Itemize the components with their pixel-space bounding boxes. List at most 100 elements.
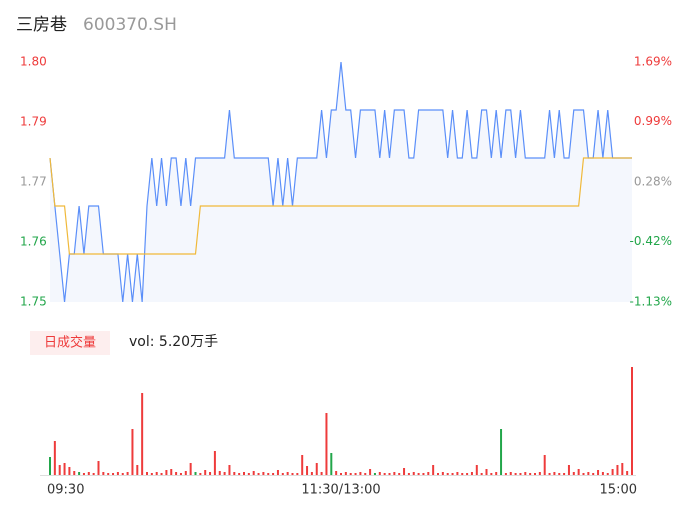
volume-bar: [213, 451, 216, 475]
average-line: [49, 157, 632, 255]
volume-bar: [340, 473, 342, 475]
volume-bar: [441, 472, 444, 475]
y2-tick-label: 0.99%: [634, 114, 672, 128]
stock-code: 600370.SH: [83, 15, 177, 35]
y-tick-label: 1.76: [20, 235, 47, 249]
volume-bar: [388, 473, 391, 475]
volume-bar: [398, 473, 401, 475]
volume-bar: [422, 473, 425, 475]
volume-bar: [631, 367, 633, 475]
volume-bar: [558, 473, 561, 475]
volume-bar: [461, 473, 464, 475]
volume-bar: [150, 473, 153, 475]
y2-tick-label: -1.13%: [630, 295, 672, 309]
volume-bar: [92, 473, 95, 475]
volume-bar: [509, 472, 512, 475]
volume-bar: [538, 472, 541, 475]
volume-bar: [354, 473, 357, 475]
volume-bar: [437, 473, 439, 475]
volume-bar: [616, 465, 619, 475]
volume-bar: [577, 469, 580, 475]
volume-bar: [49, 457, 51, 475]
volume-bar: [524, 472, 527, 475]
volume-bar: [209, 472, 212, 475]
y-tick-label: 1.80: [20, 55, 47, 69]
volume-bar: [53, 441, 56, 475]
volume-bar: [257, 473, 260, 475]
volume-bar: [73, 471, 76, 475]
volume-bar: [572, 472, 575, 475]
volume-bar: [582, 473, 585, 475]
volume-bar: [155, 472, 158, 475]
volume-bar: [480, 473, 483, 475]
volume-bar: [393, 472, 396, 475]
volume-bar: [160, 473, 163, 475]
volume-bar: [78, 472, 81, 475]
y2-tick-label: 1.69%: [634, 55, 672, 69]
volume-bar: [223, 472, 226, 475]
volume-bar: [514, 473, 517, 475]
y2-tick-label: -0.42%: [630, 234, 672, 248]
volume-bar: [553, 472, 556, 475]
volume-bar: [466, 473, 469, 475]
volume-bar: [146, 472, 148, 475]
volume-bar: [567, 465, 570, 475]
x-tick-label: 15:00: [600, 483, 637, 498]
volume-bar: [427, 472, 430, 475]
volume-bar: [621, 463, 624, 475]
volume-bar: [325, 413, 328, 475]
volume-bar: [228, 465, 231, 475]
volume-bar: [470, 472, 473, 475]
volume-bar: [126, 472, 129, 475]
volume-bar: [291, 473, 294, 475]
volume-bar: [281, 473, 284, 475]
y-tick-label: 1.77: [20, 175, 47, 189]
volume-bar: [446, 473, 449, 475]
y2-tick-label: 0.28%: [634, 175, 672, 189]
volume-bar: [407, 473, 410, 475]
volume-bar: [82, 473, 85, 475]
volume-bar: [519, 473, 522, 475]
volume-bar: [606, 473, 609, 475]
volume-bar: [359, 472, 362, 475]
volume-bar: [369, 469, 372, 475]
volume-bar: [141, 393, 144, 475]
volume-bar: [495, 472, 498, 475]
volume-bar: [116, 472, 119, 475]
volume-bar: [592, 473, 595, 475]
volume-bar: [107, 473, 110, 475]
volume-bar: [364, 473, 367, 475]
volume-bar: [272, 473, 275, 475]
volume-bar: [587, 472, 590, 475]
volume-bar: [301, 455, 304, 475]
volume-bar: [306, 466, 309, 475]
y-tick-label: 1.79: [20, 115, 47, 129]
volume-bar: [529, 473, 532, 475]
volume-bar: [485, 469, 488, 475]
volume-bar: [102, 472, 105, 475]
price-line: [49, 61, 632, 303]
volume-bar: [194, 472, 197, 475]
volume-bar: [68, 467, 71, 475]
volume-bar: [310, 472, 313, 475]
volume-bar: [247, 473, 250, 475]
volume-bar: [543, 455, 546, 475]
volume-bar: [378, 472, 381, 475]
volume-bar: [490, 473, 493, 475]
volume-bar: [87, 472, 90, 475]
volume-bar: [451, 473, 454, 475]
volume-bar: [412, 472, 415, 475]
volume-bar: [179, 473, 182, 475]
volume-bar: [383, 473, 386, 475]
volume-bar: [243, 472, 245, 475]
volume-bar: [267, 473, 270, 475]
volume-text: vol: 5.20万手: [129, 334, 218, 350]
volume-bar: [456, 472, 459, 475]
volume-bar: [344, 472, 347, 475]
volume-bar: [121, 473, 124, 475]
price-area: [50, 62, 632, 302]
volume-bar: [252, 471, 255, 475]
volume-bar: [417, 473, 420, 475]
volume-bar: [136, 465, 139, 475]
